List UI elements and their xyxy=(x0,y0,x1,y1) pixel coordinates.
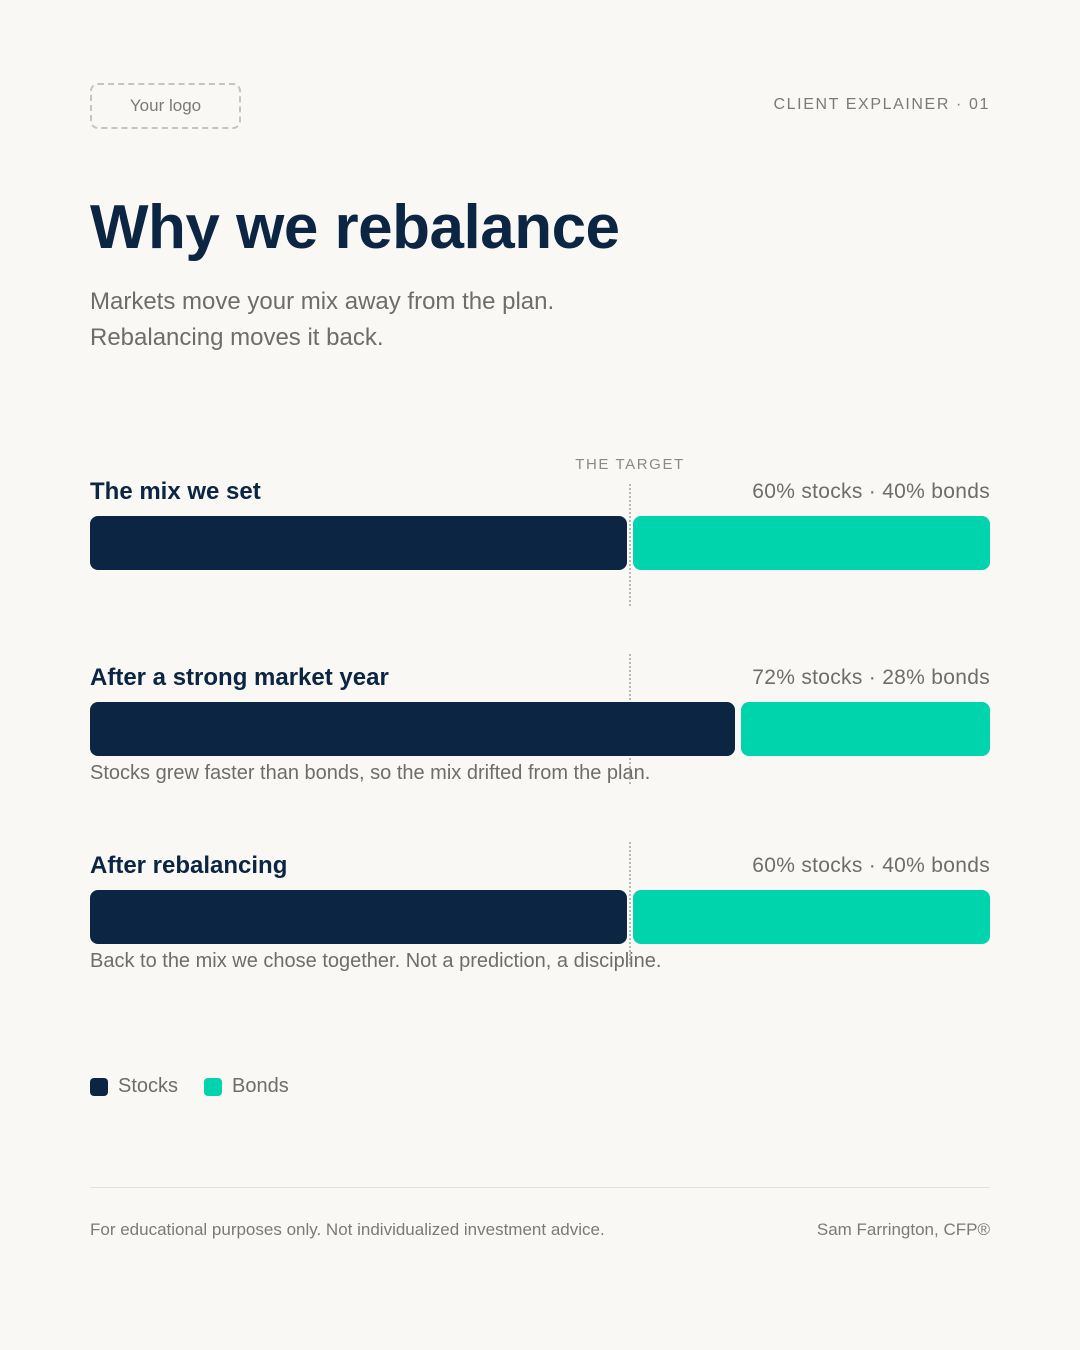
page-subtitle: Markets move your mix away from the plan… xyxy=(90,284,554,356)
legend-item-stocks: Stocks xyxy=(90,1075,178,1098)
target-line xyxy=(629,484,631,606)
legend-label-stocks: Stocks xyxy=(118,1075,179,1097)
bar-segment-stocks xyxy=(90,516,627,570)
logo-placeholder: Your logo xyxy=(90,83,241,129)
allocation-bar xyxy=(90,702,990,756)
row-value-label: 60% stocks · 40% bonds xyxy=(752,480,990,503)
bar-segment-bonds xyxy=(633,890,990,944)
legend: Stocks Bonds xyxy=(90,1075,289,1098)
row-note: Stocks grew faster than bonds, so the mi… xyxy=(90,762,651,784)
target-label: THE TARGET xyxy=(575,456,685,473)
bar-segment-bonds xyxy=(741,702,990,756)
footer-disclaimer: For educational purposes only. Not indiv… xyxy=(90,1220,605,1239)
target-line xyxy=(629,842,631,964)
legend-swatch-bonds xyxy=(204,1077,223,1096)
legend-swatch-stocks xyxy=(90,1077,108,1096)
row-title: The mix we set xyxy=(90,478,261,505)
bar-segment-bonds xyxy=(633,516,990,570)
row-value-label: 72% stocks · 28% bonds xyxy=(752,666,990,689)
allocation-bar xyxy=(90,890,990,944)
subtitle-line-2: Rebalancing moves it back. xyxy=(90,324,384,351)
row-title: After rebalancing xyxy=(90,852,288,879)
footer-author: Sam Farrington, CFP® xyxy=(816,1220,990,1239)
bar-segment-stocks xyxy=(90,702,735,756)
footer-divider xyxy=(90,1187,990,1188)
page-title: Why we rebalance xyxy=(90,193,620,262)
client-explainer-kicker: CLIENT EXPLAINER · 01 xyxy=(773,96,990,113)
bar-segment-stocks xyxy=(90,890,627,944)
row-title: After a strong market year xyxy=(90,664,389,691)
legend-label-bonds: Bonds xyxy=(232,1075,289,1097)
row-value-label: 60% stocks · 40% bonds xyxy=(752,854,990,877)
row-note: Back to the mix we chose together. Not a… xyxy=(90,950,662,972)
legend-item-bonds: Bonds xyxy=(204,1075,289,1098)
allocation-bar xyxy=(90,516,990,570)
subtitle-line-1: Markets move your mix away from the plan… xyxy=(90,288,555,315)
